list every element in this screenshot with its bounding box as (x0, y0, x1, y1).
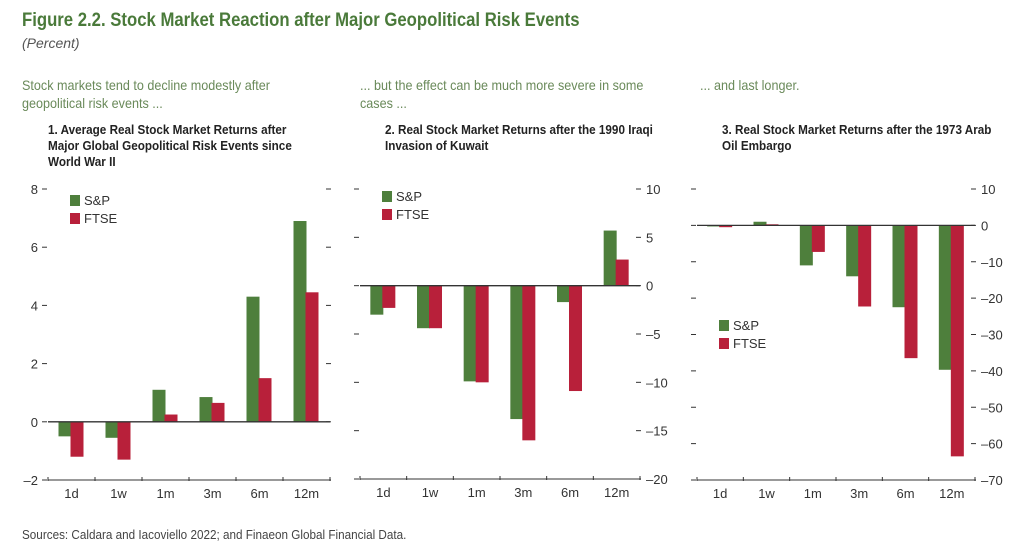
y-tick-label: 4 (31, 298, 38, 313)
bar-ftse (858, 225, 872, 307)
x-tick-label: 12m (294, 486, 319, 501)
panel2-lead: ... but the effect can be much more seve… (360, 77, 644, 111)
bar-sp (799, 225, 813, 266)
legend-label: S&P (396, 189, 422, 204)
x-tick-label: 3m (203, 486, 221, 501)
y-tick-label: 0 (31, 415, 38, 430)
bar-sp (246, 296, 260, 422)
y-tick-label: 8 (31, 182, 38, 197)
bar-sp (58, 421, 72, 437)
panel1-lead: Stock markets tend to decline modestly a… (22, 77, 270, 111)
x-tick-label: 3m (850, 486, 868, 501)
panel1-title: 1. Average Real Stock Market Returns aft… (48, 122, 292, 169)
x-tick-label: 1w (758, 486, 775, 501)
bar-ftse (164, 414, 178, 422)
y-tick-label: 5 (646, 230, 653, 245)
x-tick-label: 1m (468, 485, 486, 500)
bar-sp (603, 230, 617, 286)
x-tick-label: 1d (713, 486, 727, 501)
y-tick-label: –70 (981, 473, 1003, 488)
panel2-title: 2. Real Stock Market Returns after the 1… (385, 122, 653, 153)
x-tick-label: 1w (422, 485, 439, 500)
y-tick-label: 0 (646, 279, 653, 294)
bar-ftse (811, 225, 825, 252)
legend-label: S&P (84, 193, 110, 208)
legend-swatch (382, 209, 392, 220)
x-tick-label: 12m (604, 485, 629, 500)
y-tick-label: –20 (981, 291, 1003, 306)
panel3-title: 3. Real Stock Market Returns after the 1… (722, 122, 992, 153)
x-tick-label: 1w (110, 486, 127, 501)
bar-ftse (429, 285, 442, 329)
source-note: Sources: Caldara and Iacoviello 2022; an… (22, 527, 407, 542)
bar-ftse (522, 285, 536, 441)
bar-sp (938, 225, 952, 370)
legend-swatch (382, 191, 392, 202)
bar-sp (293, 221, 307, 422)
x-tick-label: 3m (514, 485, 532, 500)
y-tick-label: –30 (981, 328, 1003, 343)
bar-sp (463, 285, 477, 382)
legend-label: S&P (733, 318, 759, 333)
x-tick-label: 6m (896, 486, 914, 501)
bar-sp (753, 221, 767, 226)
y-tick-label: –60 (981, 437, 1003, 452)
legend-swatch (719, 338, 729, 349)
bar-sp (510, 285, 524, 420)
y-tick-label: –10 (646, 375, 668, 390)
y-tick-label: 0 (981, 218, 988, 233)
y-tick-label: 10 (646, 182, 660, 197)
x-tick-label: 1d (376, 485, 390, 500)
bar-ftse (615, 259, 629, 286)
y-tick-label: –15 (646, 424, 668, 439)
legend-swatch (70, 213, 80, 224)
bar-sp (892, 225, 906, 308)
legend-label: FTSE (84, 211, 118, 226)
x-tick-label: 1m (156, 486, 174, 501)
bar-sp (557, 285, 570, 303)
bar-sp (105, 421, 119, 438)
bar-ftse (305, 292, 319, 422)
x-tick-label: 1d (64, 486, 78, 501)
bar-sp (846, 225, 860, 277)
bar-ftse (211, 402, 225, 422)
bar-ftse (569, 285, 582, 392)
panel3-lead: ... and last longer. (700, 77, 800, 93)
x-tick-label: 1m (804, 486, 822, 501)
y-tick-label: –40 (981, 364, 1003, 379)
y-tick-label: –10 (981, 255, 1003, 270)
bar-sp (152, 389, 166, 422)
bar-ftse (475, 285, 489, 383)
y-tick-label: 2 (31, 357, 38, 372)
figure-title: Figure 2.2. Stock Market Reaction after … (22, 10, 580, 31)
bar-ftse (719, 225, 733, 228)
legend-swatch (70, 195, 80, 206)
bar-sp (417, 285, 430, 329)
y-tick-label: –5 (646, 327, 660, 342)
bar-ftse (950, 225, 964, 457)
legend-label: FTSE (733, 336, 767, 351)
y-tick-label: –2 (24, 473, 38, 488)
bar-ftse (117, 421, 131, 460)
x-tick-label: 6m (561, 485, 579, 500)
bar-ftse (382, 285, 396, 308)
x-tick-label: 6m (250, 486, 268, 501)
y-tick-label: –20 (646, 472, 668, 487)
y-tick-label: 6 (31, 240, 38, 255)
bar-sp (199, 397, 213, 422)
legend-label: FTSE (396, 207, 430, 222)
bar-ftse (904, 225, 918, 359)
x-tick-label: 12m (939, 486, 964, 501)
figure-unit: (Percent) (22, 35, 80, 51)
bar-ftse (70, 421, 84, 457)
bar-sp (370, 285, 384, 315)
legend-swatch (719, 320, 729, 331)
y-tick-label: –50 (981, 400, 1003, 415)
bar-ftse (258, 378, 272, 422)
y-tick-label: 10 (981, 182, 995, 197)
